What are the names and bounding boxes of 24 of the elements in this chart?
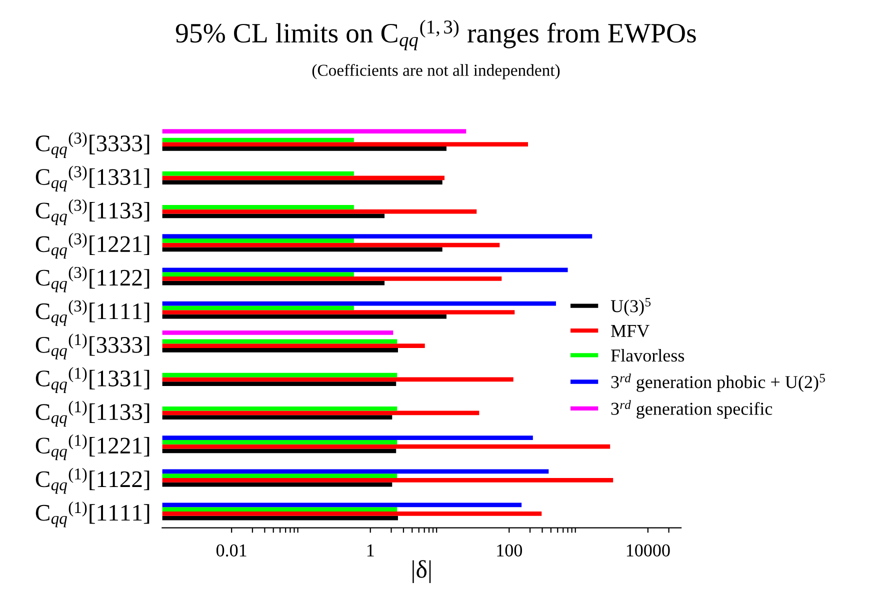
y-tick-label: C$_{qq}$$^{(3)}$[1122]: [36, 266, 150, 292]
y-tick-label: C$_{qq}$$^{(1)}$[1221]: [36, 434, 150, 460]
y-tick-label: C$_{qq}$$^{(3)}$[3333]: [36, 132, 150, 158]
chart-subtitle: (Coefficients are not all independent): [312, 64, 560, 80]
legend-label: Flavorless: [611, 348, 684, 362]
y-tick-label: C$_{qq}$$^{(1)}$[1122]: [36, 468, 150, 494]
y-tick-label: C$_{qq}$$^{(3)}$[1133]: [36, 199, 150, 226]
x-tick-label: 1: [367, 544, 374, 556]
y-tick-label: C$_{qq}$$^{(1)}$[1331]: [36, 367, 150, 393]
y-tick-label: C$_{qq}$$^{(3)}$[1331]: [36, 166, 150, 192]
y-tick-label: C$_{qq}$$^{(3)}$[1111]: [36, 300, 150, 326]
x-tick-label: 0.01: [216, 544, 246, 557]
x-tick-label: 10000: [626, 544, 670, 557]
legend-label: 3$^{rd}$ generation specific: [611, 400, 772, 419]
y-tick-label: C$_{qq}$$^{(3)}$[1221]: [36, 232, 150, 259]
y-tick-label: C$_{qq}$$^{(1)}$[3333]: [36, 334, 150, 360]
chart-title: 95% CL limits on C$_{qq}$$^{(1,3)}$ ranges from EWPOs: [176, 20, 696, 50]
x-tick-label: 100: [497, 544, 522, 557]
y-tick-label: C$_{qq}$$^{(1)}$[1133]: [36, 400, 150, 427]
x-axis-title: |δ|: [412, 560, 431, 584]
legend-label: U(3)$^{5}$: [610, 298, 651, 316]
legend-label: 3$^{rd}$ generation phobic + U(2)$^{5}$: [611, 373, 825, 392]
legend-label: MFV: [611, 325, 650, 338]
y-tick-label: C$_{qq}$$^{(1)}$[1111]: [36, 501, 150, 528]
